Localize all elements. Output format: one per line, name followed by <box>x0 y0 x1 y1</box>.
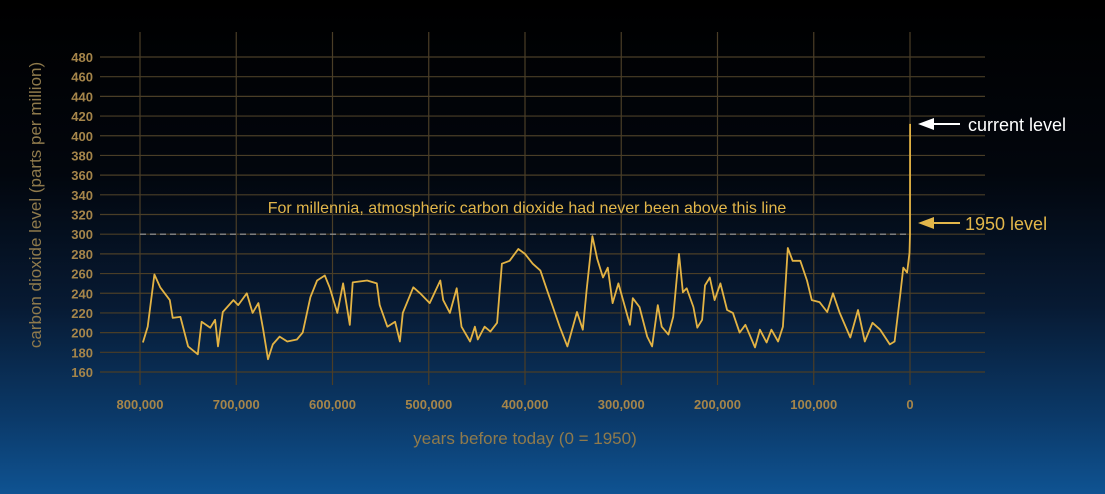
x-tick-label: 0 <box>906 397 913 412</box>
y-tick-label: 300 <box>71 227 93 242</box>
x-tick-label: 200,000 <box>694 397 741 412</box>
y-axis-ticks: 160 180 200 220 240 260 280 300 320 340 360 380 400 4… <box>71 50 93 380</box>
1950-arrow-icon <box>918 217 934 229</box>
x-tick-label: 800,000 <box>117 397 164 412</box>
x-tick-label: 100,000 <box>790 397 837 412</box>
1950-level-label: 1950 level <box>965 214 1047 234</box>
x-axis-ticks: 800,000 700,000 600,000 500,000 400,000 300,0… <box>117 397 914 412</box>
y-tick-label: 260 <box>71 267 93 282</box>
y-tick-label: 340 <box>71 188 93 203</box>
y-tick-label: 180 <box>71 345 93 360</box>
reference-line-label: For millennia, atmospheric carbon dioxid… <box>268 200 787 217</box>
y-tick-label: 360 <box>71 168 93 183</box>
y-tick-label: 240 <box>71 286 93 301</box>
1950-level-annotation: 1950 level <box>918 214 1047 234</box>
y-tick-label: 160 <box>71 365 93 380</box>
current-arrow-icon <box>918 118 934 130</box>
y-tick-label: 320 <box>71 208 93 223</box>
y-tick-label: 220 <box>71 306 93 321</box>
y-tick-label: 200 <box>71 326 93 341</box>
x-tick-label: 300,000 <box>598 397 645 412</box>
current-level-annotation: current level <box>918 115 1066 135</box>
x-axis-label: years before today (0 = 1950) <box>413 429 637 448</box>
co2-data-line <box>142 123 911 361</box>
y-tick-label: 480 <box>71 50 93 65</box>
x-tick-label: 700,000 <box>213 397 260 412</box>
y-tick-label: 440 <box>71 89 93 104</box>
current-level-label: current level <box>968 115 1066 135</box>
y-tick-label: 460 <box>71 70 93 85</box>
x-tick-label: 600,000 <box>309 397 356 412</box>
x-tick-label: 400,000 <box>502 397 549 412</box>
grid <box>100 32 985 385</box>
x-tick-label: 500,000 <box>405 397 452 412</box>
y-tick-label: 380 <box>71 148 93 163</box>
y-tick-label: 400 <box>71 129 93 144</box>
y-tick-label: 280 <box>71 247 93 262</box>
y-axis-label: carbon dioxide level (parts per million) <box>26 62 45 348</box>
y-tick-label: 420 <box>71 109 93 124</box>
